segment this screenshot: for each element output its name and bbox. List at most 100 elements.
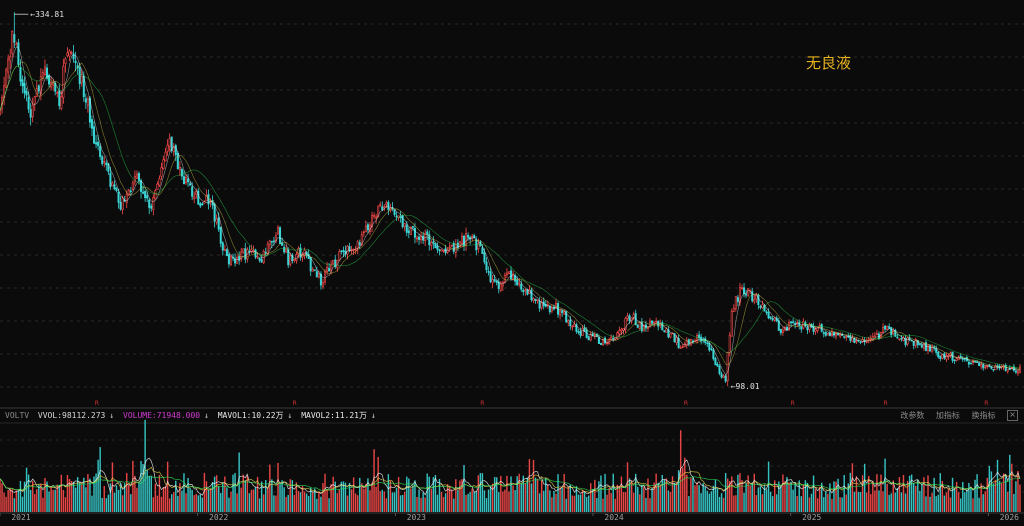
volume-bar <box>604 473 606 512</box>
candle-body <box>287 249 290 266</box>
volume-bar <box>455 479 457 512</box>
volume-bar <box>177 495 179 512</box>
candle-body <box>405 224 408 233</box>
indicator-bar: VOLTV VVOL:98112.273 ↓ VOLUME:71948.000 ↓ … <box>0 409 1024 423</box>
candle-body <box>849 335 852 341</box>
volume-bar <box>489 486 492 512</box>
volume-bar <box>391 492 394 512</box>
indicator-name[interactable]: VOLTV <box>5 411 30 420</box>
volume-bar <box>404 491 406 512</box>
candle-body <box>642 324 645 332</box>
volume-bar <box>949 497 952 512</box>
candle-body <box>800 326 803 330</box>
candle-body <box>534 298 537 301</box>
candle-body <box>806 327 809 331</box>
candle-body <box>894 329 897 337</box>
volume-bar <box>385 498 388 512</box>
candle-body <box>728 334 731 354</box>
volume-bar <box>612 473 614 512</box>
volume-bar <box>767 461 770 512</box>
candle-body <box>767 312 770 319</box>
volume-bar <box>912 483 915 512</box>
candle-body <box>481 247 484 254</box>
volume-bar <box>557 474 559 512</box>
volume-bar <box>179 483 181 512</box>
volume-bar <box>156 495 159 512</box>
volume-bar <box>994 479 997 512</box>
volume-bar <box>442 496 445 512</box>
candle-body <box>920 344 923 348</box>
candle-body <box>174 145 177 156</box>
candle-body <box>72 53 75 60</box>
volume-bar <box>42 497 44 512</box>
volume-bar <box>984 491 986 512</box>
volume-bar <box>702 483 704 512</box>
volume-bar <box>471 488 473 512</box>
candle-body <box>291 254 294 261</box>
add-indicator-button[interactable]: 加指标 <box>935 411 960 420</box>
volume-bar <box>829 483 831 512</box>
volume-bar <box>960 498 962 512</box>
volume-bar <box>972 498 974 512</box>
candle-body <box>835 332 838 337</box>
candle-body <box>303 249 306 256</box>
volume-bar <box>365 483 367 512</box>
grid-lines <box>0 23 1024 514</box>
close-icon[interactable]: × <box>1007 410 1018 421</box>
candle-body <box>503 274 506 283</box>
candle-body <box>579 330 582 336</box>
volume-bar <box>36 489 38 512</box>
candle-body <box>843 336 846 338</box>
low-price-label: ←98.01 <box>731 382 760 391</box>
candle-body <box>724 375 727 382</box>
candle-body <box>855 340 858 342</box>
volume-bar <box>718 496 721 512</box>
volume-bar <box>181 490 183 512</box>
candle-body <box>407 230 410 234</box>
event-marker: R <box>684 400 688 407</box>
volume-bar <box>187 477 189 512</box>
candle-body <box>493 279 496 282</box>
candle-body <box>734 296 737 309</box>
candle-body <box>452 242 455 252</box>
volume-bar <box>367 478 369 512</box>
volume-bar <box>285 496 287 512</box>
candle-body <box>60 96 63 109</box>
candle-body <box>5 69 8 88</box>
volume-bar <box>491 483 494 512</box>
candle-body <box>9 56 12 62</box>
volume-bar <box>508 491 510 512</box>
volume-bar <box>379 491 381 512</box>
candle-body <box>358 242 361 246</box>
volume-bar <box>305 493 308 512</box>
volume-bar <box>886 483 888 512</box>
candle-body <box>912 341 915 346</box>
switch-indicator-button[interactable]: 换指标 <box>971 411 996 420</box>
volume-bar <box>880 474 882 512</box>
candle-body <box>489 271 492 283</box>
candle-body <box>859 341 862 343</box>
candle-body <box>622 327 625 331</box>
edit-params-button[interactable]: 改参数 <box>900 411 925 420</box>
volume-bar <box>722 497 725 512</box>
volume-bar <box>322 483 324 512</box>
volume-bar <box>743 492 745 512</box>
volume-bar <box>906 480 909 512</box>
volume-bar <box>166 461 169 512</box>
volume-bar <box>369 490 371 512</box>
candle-body <box>471 236 474 239</box>
volume-bar <box>359 477 361 512</box>
volume-bar <box>659 485 661 512</box>
volume-bar <box>250 489 253 512</box>
volume-bar <box>103 486 105 512</box>
candle-body <box>722 375 725 378</box>
volume-bar <box>220 492 222 512</box>
candle-body <box>148 199 151 208</box>
volume-bar <box>5 496 7 512</box>
volume-bar <box>64 497 67 512</box>
candle-body <box>109 172 112 187</box>
volume-bar <box>825 491 827 512</box>
volume-bar <box>109 483 112 512</box>
volume-bar <box>808 497 811 512</box>
